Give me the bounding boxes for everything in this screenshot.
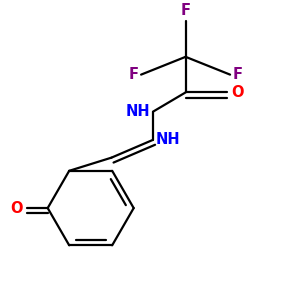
Text: F: F — [128, 67, 138, 82]
Text: F: F — [181, 3, 190, 18]
Text: NH: NH — [125, 104, 150, 119]
Text: F: F — [233, 67, 243, 82]
Text: O: O — [10, 201, 22, 216]
Text: NH: NH — [156, 132, 181, 147]
Text: O: O — [232, 85, 244, 100]
